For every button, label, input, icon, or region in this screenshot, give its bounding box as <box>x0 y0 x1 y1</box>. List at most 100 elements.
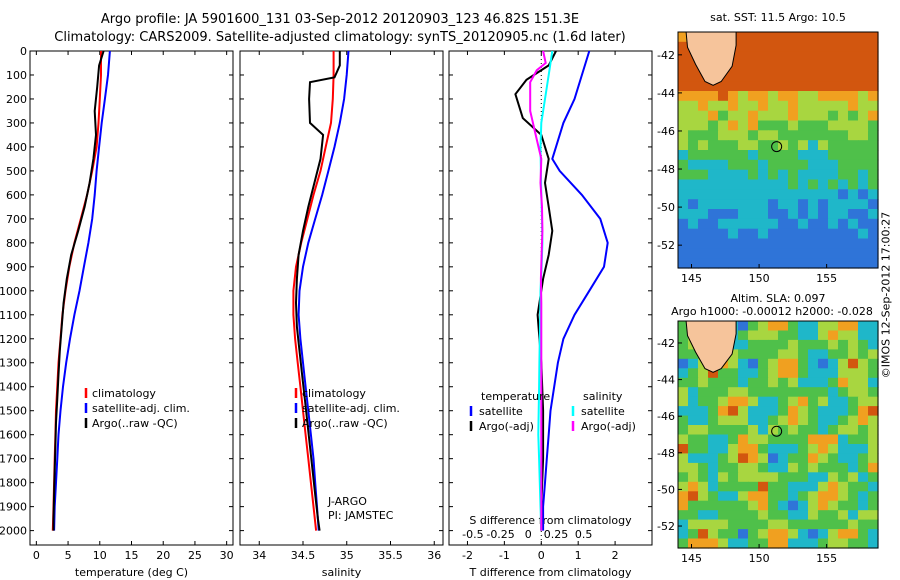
map-cell <box>788 425 799 436</box>
map-cell <box>868 248 879 259</box>
map-cell <box>738 159 749 171</box>
map-cell <box>838 349 849 360</box>
map-cell <box>688 453 699 464</box>
map-cell <box>718 218 729 230</box>
map-cell <box>838 51 849 63</box>
map-cell <box>828 248 839 259</box>
map-cell <box>848 110 859 122</box>
map-cell <box>778 500 789 511</box>
map-cell <box>678 61 689 72</box>
map-cell <box>788 51 799 63</box>
map-cell <box>718 120 729 131</box>
map-cell <box>788 538 799 549</box>
map-cell <box>828 81 839 92</box>
series-line <box>542 50 609 531</box>
map-cell <box>748 377 759 388</box>
map-cell <box>748 481 759 492</box>
map-cell <box>868 179 879 190</box>
map-cell <box>808 51 819 63</box>
map-cell <box>748 169 759 181</box>
map-cell <box>728 406 739 417</box>
map-cell <box>748 238 759 249</box>
map-cell <box>848 130 859 141</box>
map-cell <box>758 481 769 492</box>
map-cell <box>708 396 719 407</box>
map-cell <box>768 339 779 350</box>
map-cell <box>768 472 779 483</box>
map-cell <box>818 51 829 63</box>
map-cell <box>778 32 789 43</box>
map-cell <box>768 81 779 92</box>
map-cell <box>828 481 839 492</box>
map-cell <box>678 415 689 426</box>
map-lat-label: -48 <box>657 447 675 460</box>
map-cell <box>768 218 779 230</box>
map-cell <box>728 481 739 492</box>
map-cell <box>838 169 849 181</box>
x-tick-label: 0 <box>538 549 545 562</box>
map-cell <box>678 377 689 388</box>
map-cell <box>738 425 749 436</box>
map-cell <box>728 349 739 360</box>
map-cell <box>748 425 759 436</box>
map-cell <box>738 510 749 521</box>
map-cell <box>698 258 709 269</box>
map-cell <box>758 110 769 122</box>
map-cell <box>858 500 869 511</box>
map-cell <box>778 41 789 53</box>
map-cell <box>838 444 849 455</box>
map-cell <box>708 472 719 483</box>
map-cell <box>858 32 869 43</box>
map-cell <box>758 538 769 549</box>
map-cell <box>818 500 829 511</box>
map-cell <box>708 462 719 473</box>
map-cell <box>838 41 849 53</box>
map-cell <box>718 110 729 122</box>
y-tick-label: 400 <box>6 141 27 154</box>
map-cell <box>798 387 809 398</box>
map-cell <box>688 406 699 417</box>
tasmania-land <box>685 320 737 373</box>
map-cell <box>788 110 799 122</box>
y-tick-label: 1200 <box>0 333 27 346</box>
map-cell <box>818 368 829 379</box>
map-cell <box>848 434 859 445</box>
map-cell <box>678 248 689 259</box>
map-cell <box>848 140 859 151</box>
map-cell <box>788 199 799 210</box>
map-cell <box>678 91 689 102</box>
x-tick-label: -1 <box>499 549 510 562</box>
tasmania-land <box>685 31 737 86</box>
map-cell <box>778 150 789 161</box>
map-cell <box>818 377 829 388</box>
series-line <box>292 51 335 531</box>
map-cell <box>788 377 799 388</box>
map-cell <box>748 321 759 332</box>
map-cell <box>818 159 829 171</box>
map-cell <box>858 481 869 492</box>
series-line <box>529 50 547 531</box>
map-cell <box>838 159 849 171</box>
map-cell <box>748 140 759 151</box>
map-cell <box>718 130 729 141</box>
map-cell <box>698 396 709 407</box>
map-cell <box>758 519 769 530</box>
map-cell <box>808 169 819 181</box>
figure-title-line1: Argo profile: JA 5901600_131 03-Sep-2012… <box>100 12 580 27</box>
map-cell <box>868 406 879 417</box>
map-cell <box>708 81 719 92</box>
map-cell <box>868 510 879 521</box>
map-cell <box>778 258 789 269</box>
map-cell <box>798 150 809 161</box>
map-cell <box>768 529 779 540</box>
map-cell <box>818 120 829 131</box>
map-cell <box>848 529 859 540</box>
map-cell <box>678 199 689 210</box>
map-cell <box>858 519 869 530</box>
map-cell <box>868 538 879 549</box>
map-cell <box>708 100 719 112</box>
map-cell <box>738 51 749 63</box>
map-cell <box>688 387 699 398</box>
map-lat-label: -48 <box>657 163 675 176</box>
map-cell <box>828 258 839 269</box>
